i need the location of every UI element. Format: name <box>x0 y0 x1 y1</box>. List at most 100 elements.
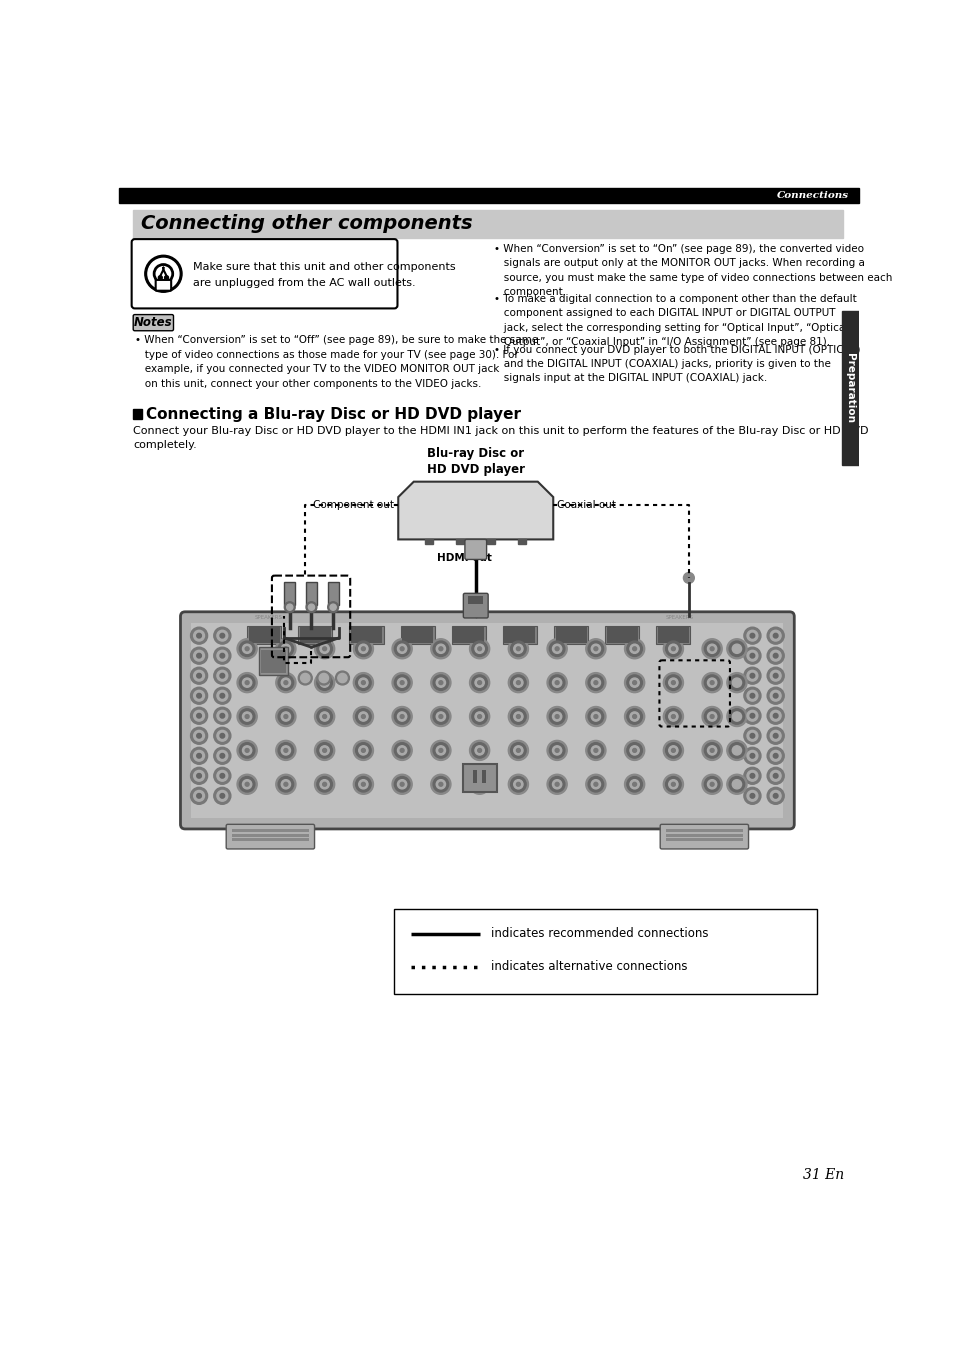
Circle shape <box>746 650 757 661</box>
Circle shape <box>284 647 288 651</box>
Circle shape <box>703 777 720 792</box>
Circle shape <box>314 639 335 659</box>
Circle shape <box>766 647 783 665</box>
Bar <box>351 627 381 643</box>
Circle shape <box>242 678 252 688</box>
Circle shape <box>472 743 487 758</box>
Circle shape <box>278 743 294 758</box>
Circle shape <box>469 673 489 693</box>
Circle shape <box>239 676 254 690</box>
Circle shape <box>431 740 451 761</box>
Circle shape <box>769 731 781 742</box>
Circle shape <box>555 715 558 719</box>
Circle shape <box>585 639 605 659</box>
Bar <box>841 311 858 465</box>
Circle shape <box>510 743 525 758</box>
Circle shape <box>709 647 713 651</box>
Circle shape <box>591 746 599 755</box>
Circle shape <box>585 740 605 761</box>
Bar <box>517 539 525 544</box>
Circle shape <box>769 750 781 761</box>
Text: • When “Conversion” is set to “Off” (see page 89), be sure to make the same
   t: • When “Conversion” is set to “Off” (see… <box>134 335 537 389</box>
Circle shape <box>431 707 451 727</box>
Circle shape <box>286 604 293 611</box>
Circle shape <box>746 711 757 721</box>
Circle shape <box>665 642 680 657</box>
Circle shape <box>726 673 746 693</box>
Circle shape <box>196 793 201 798</box>
Circle shape <box>316 676 332 690</box>
Circle shape <box>298 671 312 685</box>
Circle shape <box>284 782 288 786</box>
Circle shape <box>624 673 644 693</box>
Circle shape <box>475 780 484 789</box>
Circle shape <box>399 681 404 685</box>
Circle shape <box>213 767 231 785</box>
Circle shape <box>353 707 373 727</box>
Circle shape <box>732 644 740 654</box>
Circle shape <box>281 746 291 755</box>
Circle shape <box>394 642 410 657</box>
Circle shape <box>516 681 519 685</box>
Text: Preparation: Preparation <box>844 353 854 423</box>
Circle shape <box>191 647 208 665</box>
Circle shape <box>284 715 288 719</box>
Circle shape <box>629 644 639 654</box>
Circle shape <box>552 746 561 755</box>
Circle shape <box>632 748 636 753</box>
Circle shape <box>773 654 778 658</box>
Circle shape <box>319 673 328 682</box>
Circle shape <box>773 774 778 778</box>
Bar <box>462 765 497 792</box>
Circle shape <box>701 673 721 693</box>
Circle shape <box>196 654 201 658</box>
Polygon shape <box>397 482 553 539</box>
Circle shape <box>726 740 746 761</box>
Circle shape <box>216 711 228 721</box>
Circle shape <box>709 748 713 753</box>
Text: Notes: Notes <box>134 316 172 328</box>
Circle shape <box>766 727 783 744</box>
Circle shape <box>306 601 316 612</box>
Circle shape <box>284 748 288 753</box>
Circle shape <box>594 715 598 719</box>
Circle shape <box>726 639 746 659</box>
Circle shape <box>662 673 682 693</box>
Bar <box>119 188 858 203</box>
Circle shape <box>319 678 329 688</box>
Text: HDMI out: HDMI out <box>436 554 492 563</box>
Circle shape <box>394 777 410 792</box>
Text: Connecting other components: Connecting other components <box>141 215 472 234</box>
Circle shape <box>662 774 682 794</box>
Circle shape <box>438 715 442 719</box>
Circle shape <box>196 774 201 778</box>
Circle shape <box>728 743 744 758</box>
Circle shape <box>236 673 257 693</box>
Circle shape <box>703 709 720 724</box>
Circle shape <box>475 644 484 654</box>
Circle shape <box>322 681 326 685</box>
Circle shape <box>513 712 522 721</box>
Circle shape <box>394 709 410 724</box>
Circle shape <box>281 678 291 688</box>
Circle shape <box>431 774 451 794</box>
Circle shape <box>626 777 641 792</box>
Circle shape <box>278 777 294 792</box>
Text: SPEAKERS: SPEAKERS <box>254 615 283 620</box>
Circle shape <box>585 774 605 794</box>
Circle shape <box>769 790 781 801</box>
Circle shape <box>196 673 201 678</box>
Circle shape <box>665 777 680 792</box>
Circle shape <box>220 693 224 698</box>
Bar <box>298 626 332 644</box>
Circle shape <box>703 642 720 657</box>
Circle shape <box>701 707 721 727</box>
Text: Blu-ray Disc or
HD DVD player: Blu-ray Disc or HD DVD player <box>426 447 524 476</box>
Circle shape <box>510 709 525 724</box>
Circle shape <box>330 604 335 611</box>
Circle shape <box>361 748 365 753</box>
Circle shape <box>477 647 481 651</box>
Circle shape <box>358 678 368 688</box>
Circle shape <box>193 650 204 661</box>
Circle shape <box>749 734 754 738</box>
